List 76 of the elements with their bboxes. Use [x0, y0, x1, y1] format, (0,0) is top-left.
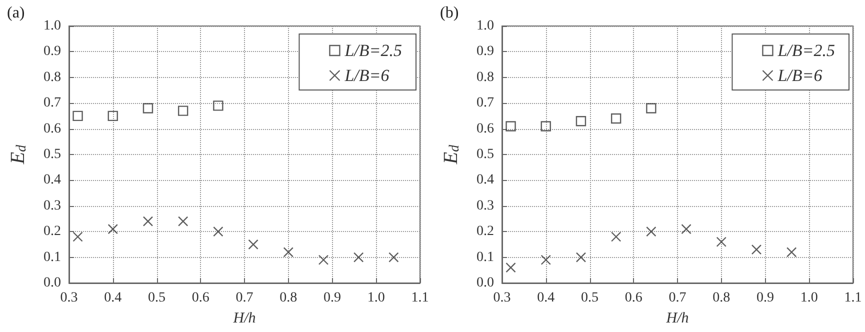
y-axis-title: Ed: [7, 144, 30, 166]
y-tick-label: 0.5: [476, 147, 494, 162]
point: [283, 247, 294, 258]
x-tick-label: 1.1: [844, 290, 862, 306]
point: [786, 247, 797, 258]
y-tick-label: 0.1: [476, 250, 494, 265]
x-tick-label: 0.6: [192, 290, 210, 306]
y-tick-label: 0.5: [44, 147, 61, 162]
point: [540, 121, 551, 132]
x-tick-label: 1.1: [411, 290, 429, 306]
x-tick-label: 0.4: [104, 290, 122, 306]
point: [388, 252, 399, 262]
point: [646, 226, 656, 237]
x-tick-label: 0.9: [324, 290, 341, 306]
point: [353, 252, 364, 262]
point: [178, 216, 188, 226]
y-tick-label: 1.0: [44, 18, 61, 34]
x-tick-label: 0.7: [668, 290, 686, 306]
y-tick-label: 0.9: [476, 44, 494, 60]
point: [681, 224, 692, 234]
point: [248, 239, 258, 250]
point: [506, 121, 516, 132]
legend-label: L/B=6: [344, 66, 390, 85]
y-tick-label: 0.4: [476, 172, 494, 188]
y-axis-title: Ed: [440, 144, 462, 166]
point: [213, 100, 224, 111]
point: [506, 262, 516, 273]
y-tick-label: 0.1: [44, 250, 61, 265]
y-tick-label: 0.8: [476, 70, 494, 85]
y-tick-label: 0.7: [476, 96, 494, 111]
legend-label: L/B=2.5: [776, 41, 836, 60]
point: [576, 252, 586, 262]
x-tick-label: 1.0: [367, 290, 385, 306]
point: [108, 110, 118, 122]
y-tick-label: 0.3: [44, 198, 61, 214]
legend-label: L/B=6: [776, 66, 823, 85]
y-tick-label: 0.2: [44, 224, 61, 240]
point: [646, 103, 656, 114]
point: [610, 113, 622, 124]
point: [318, 254, 329, 265]
chart-title: (a): [7, 4, 25, 22]
y-tick-label: 0.3: [476, 198, 494, 214]
x-tick-label: 0.6: [624, 290, 642, 306]
y-tick-label: 0.7: [44, 96, 61, 111]
point: [142, 216, 154, 226]
x-axis-title: H/h: [232, 310, 256, 326]
x-tick-label: 0.9: [756, 290, 774, 306]
x-tick-label: 0.8: [712, 290, 730, 306]
point: [108, 224, 118, 234]
x-tick-label: 0.5: [148, 290, 166, 306]
point: [72, 232, 83, 242]
y-tick-label: 0.8: [44, 70, 61, 85]
x-tick-label: 0.4: [537, 290, 555, 306]
y-tick-label: 0.9: [44, 44, 61, 60]
point: [72, 110, 83, 122]
y-tick-label: 0.6: [44, 121, 61, 136]
y-tick-label: 0.0: [44, 276, 61, 290]
y-tick-label: 0.2: [476, 224, 494, 240]
x-tick-label: 0.5: [581, 290, 598, 306]
y-tick-label: 1.0: [476, 18, 494, 34]
point: [576, 116, 586, 126]
x-tick-label: 0.3: [60, 290, 78, 306]
x-tick-label: 1.0: [800, 290, 818, 306]
y-tick-label: 0.4: [44, 172, 61, 188]
x-tick-label: 0.7: [236, 290, 254, 306]
x-tick-label: 0.3: [493, 290, 511, 306]
point: [751, 244, 762, 255]
x-tick-label: 0.8: [280, 290, 298, 306]
x-axis-title: H/h: [665, 310, 689, 326]
chart-title: (b): [440, 4, 459, 22]
y-tick-label: 0.6: [476, 121, 494, 136]
point: [142, 103, 154, 114]
point: [178, 106, 188, 116]
legend-label: L/B=2.5: [344, 41, 402, 60]
point: [213, 226, 224, 237]
y-tick-label: 0.0: [476, 276, 494, 290]
